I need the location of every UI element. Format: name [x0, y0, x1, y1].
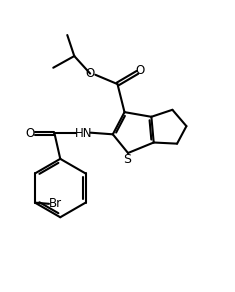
Text: Br: Br: [49, 197, 62, 210]
Text: O: O: [26, 127, 35, 140]
Text: HN: HN: [75, 127, 92, 140]
Text: O: O: [136, 64, 145, 77]
Text: S: S: [123, 153, 131, 166]
Text: O: O: [86, 67, 95, 80]
